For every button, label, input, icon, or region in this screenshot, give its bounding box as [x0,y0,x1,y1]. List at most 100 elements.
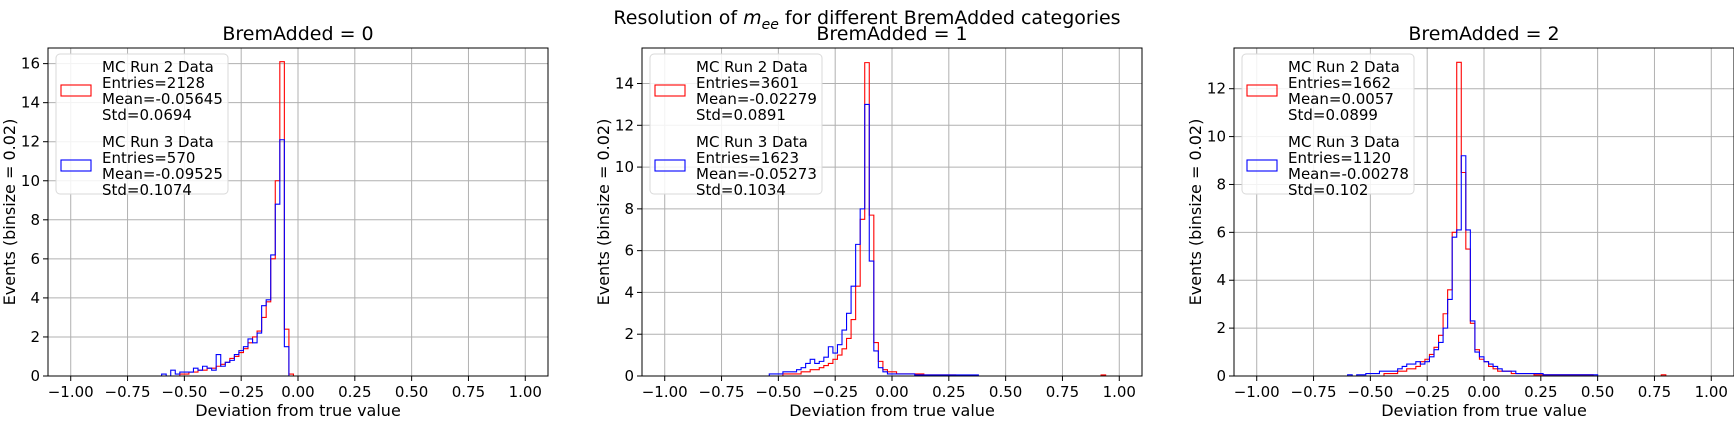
legend-stat-line: Entries=1662 [1288,74,1391,92]
legend-series-name: MC Run 3 Data [696,133,808,151]
y-axis-label: Events (binsize = 0.02) [0,119,19,306]
x-tick-label: 0.00 [281,383,314,401]
legend-stat-line: Entries=3601 [696,74,799,92]
histogram-series-2 [1347,155,1630,376]
legend-swatch [1246,84,1278,97]
y-tick-label: 0 [1216,367,1226,385]
x-tick-label: −0.75 [699,383,745,401]
histogram-series-2 [755,103,1011,376]
y-tick-label: 6 [624,242,634,260]
x-tick-label: 0.75 [452,383,485,401]
y-tick-label: 8 [1216,175,1226,193]
legend-stat-line: Std=0.102 [1288,181,1368,199]
y-tick-label: 10 [1207,128,1226,146]
histogram-panel-1: −1.00 −0.75 −0.50 −0.25 0.00 0.25 0.50 0.75 1.00… [0,23,549,420]
series-group [755,62,1107,376]
histogram-panel-2: −1.00 −0.75 −0.50 −0.25 0.00 0.25 0.50 0.75 1.00… [594,23,1143,420]
x-tick-label: −0.25 [218,383,264,401]
x-tick-label: −0.50 [161,383,207,401]
x-tick-label: 0.50 [395,383,428,401]
x-axis-label: Deviation from true value [195,401,401,420]
panel-title: BremAdded = 0 [222,23,373,45]
x-tick-label: 0.50 [1581,383,1614,401]
legend-stat-line: Entries=2128 [102,74,205,92]
y-axis-label: Events (binsize = 0.02) [594,119,613,306]
x-tick-label: 0.75 [1638,383,1671,401]
y-tick-label: 2 [624,325,634,343]
panel-title: BremAdded = 2 [1408,23,1559,45]
histogram-panel-3: −1.00 −0.75 −0.50 −0.25 0.00 0.25 0.50 0.75 1.00… [1186,23,1734,420]
legend-series-name: MC Run 2 Data [696,58,808,76]
y-tick-label: 4 [30,289,40,307]
y-tick-label: 14 [615,75,634,93]
legend-stat-line: Entries=570 [102,149,195,167]
legend-series-name: MC Run 2 Data [102,58,214,76]
y-tick-label: 10 [21,172,40,190]
y-tick-label: 8 [30,211,40,229]
legend-stat-line: Mean=-0.05645 [102,90,223,108]
x-tick-label: 0.00 [875,383,908,401]
legend-stat-line: Mean=-0.09525 [102,165,223,183]
legend-stat-line: Mean=0.0057 [1288,90,1394,108]
x-tick-label: 0.25 [932,383,965,401]
x-tick-label: 1.00 [509,383,542,401]
x-tick-label: 0.75 [1046,383,1079,401]
x-tick-label: 1.00 [1695,383,1728,401]
legend-stat-line: Mean=-0.00278 [1288,165,1409,183]
series-group [161,61,298,376]
x-tick-label: −0.50 [1347,383,1393,401]
panels: −1.00 −0.75 −0.50 −0.25 0.00 0.25 0.50 0.75 1.00… [0,23,1734,420]
figure-suptitle: Resolution of mee for different BremAdde… [613,7,1120,33]
y-tick-label: 0 [624,367,634,385]
legend-stat-line: Std=0.0694 [102,106,192,124]
legend-swatch [60,84,92,97]
series-group [1347,61,1671,376]
legend-box [55,53,229,195]
legend-swatch [654,84,686,97]
x-tick-label: −0.75 [105,383,151,401]
x-tick-label: −0.25 [812,383,858,401]
legend-stat-line: Std=0.0899 [1288,106,1378,124]
y-tick-label: 6 [30,250,40,268]
y-tick-label: 4 [624,283,634,301]
x-tick-label: 1.00 [1103,383,1136,401]
legend: MC Run 2 DataEntries=3601Mean=-0.02279St… [649,53,823,199]
x-tick-label: −1.00 [642,383,688,401]
x-tick-label: −0.75 [1291,383,1337,401]
legend-series-name: MC Run 3 Data [102,133,214,151]
y-tick-label: 2 [1216,319,1226,337]
x-tick-label: 0.25 [338,383,371,401]
x-tick-label: 0.25 [1524,383,1557,401]
x-tick-label: −0.50 [755,383,801,401]
legend-stat-line: Mean=-0.05273 [696,165,817,183]
x-tick-label: 0.00 [1467,383,1500,401]
y-tick-label: 12 [1207,80,1226,98]
legend-swatch [60,159,92,172]
y-tick-label: 6 [1216,223,1226,241]
legend-swatch [1246,159,1278,172]
legend-stat-line: Mean=-0.02279 [696,90,817,108]
x-tick-label: 0.50 [989,383,1022,401]
x-tick-label: −0.25 [1404,383,1450,401]
histogram-series-2 [161,139,298,376]
y-tick-label: 16 [21,55,40,73]
legend-stat-line: Entries=1623 [696,149,799,167]
y-tick-label: 12 [21,133,40,151]
y-tick-label: 2 [30,328,40,346]
legend-stat-line: Entries=1120 [1288,149,1391,167]
y-tick-label: 0 [30,367,40,385]
histogram-series-1 [755,62,1107,376]
legend-series-name: MC Run 3 Data [1288,133,1400,151]
legend: MC Run 2 DataEntries=2128Mean=-0.05645St… [55,53,229,199]
x-tick-label: −1.00 [48,383,94,401]
y-axis-label: Events (binsize = 0.02) [1186,119,1205,306]
y-tick-label: 10 [615,158,634,176]
legend-series-name: MC Run 2 Data [1288,58,1400,76]
legend-swatch [654,159,686,172]
panel-title: BremAdded = 1 [816,23,967,45]
legend-box [649,53,823,195]
x-tick-label: −1.00 [1234,383,1280,401]
legend-stat-line: Std=0.1074 [102,181,192,199]
legend-stat-line: Std=0.0891 [696,106,786,124]
